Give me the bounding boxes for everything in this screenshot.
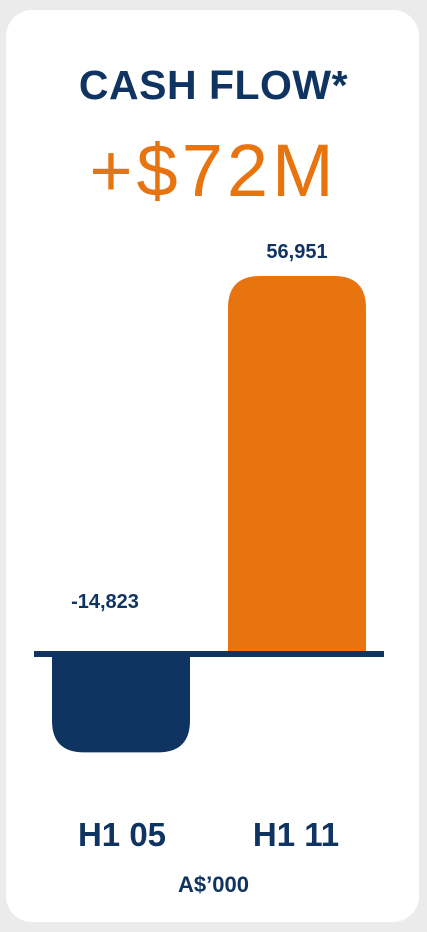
chart-title: CASH FLOW* [78,62,349,108]
unit-label: A$’000 [178,872,249,897]
bar-h1-11 [228,276,366,654]
bar-h1-05 [52,654,190,753]
data-label-h1-05: -14,823 [71,591,139,613]
zero-baseline [34,651,384,657]
category-label-h1-05: H1 05 [77,816,167,853]
data-label-h1-11: 56,951 [266,241,327,263]
category-label-h1-11: H1 11 [252,816,340,853]
headline-value: +$72M [89,129,338,212]
